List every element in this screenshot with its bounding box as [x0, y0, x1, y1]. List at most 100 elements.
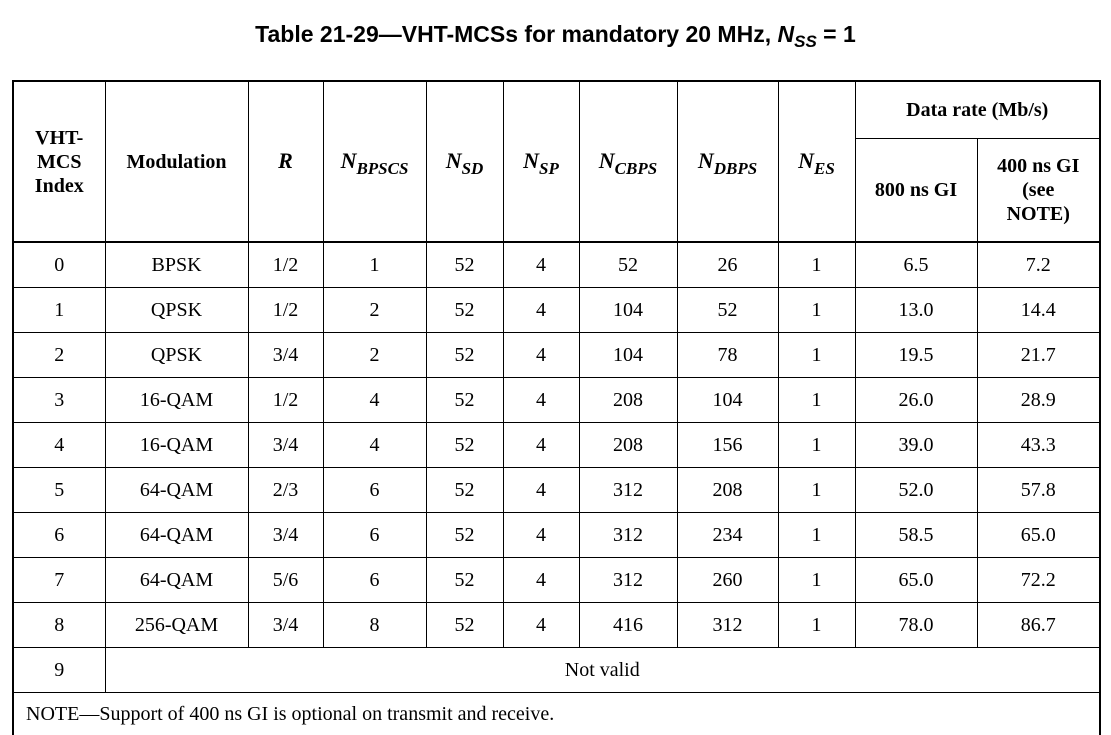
cell-gi800: 58.5 [855, 513, 977, 558]
cell-nsd: 52 [426, 513, 503, 558]
header-nbpscs-subscript: BPSCS [356, 159, 408, 178]
cell-gi400: 28.9 [977, 378, 1100, 423]
cell-modulation: QPSK [105, 333, 248, 378]
cell-index: 8 [13, 603, 105, 648]
cell-not-valid: Not valid [105, 648, 1100, 693]
cell-nsp: 4 [503, 378, 579, 423]
header-400ns-line1: 400 ns GI [978, 154, 1100, 178]
cell-ncbps: 104 [579, 288, 677, 333]
vht-mcs-table: VHT- MCS Index Modulation R NBPSCS NSD N… [12, 80, 1101, 735]
cell-rate: 1/2 [248, 242, 323, 288]
cell-nsd: 52 [426, 468, 503, 513]
cell-gi400: 72.2 [977, 558, 1100, 603]
cell-nes: 1 [778, 288, 855, 333]
cell-nsp: 4 [503, 513, 579, 558]
cell-nsp: 4 [503, 468, 579, 513]
cell-ndbps: 26 [677, 242, 778, 288]
cell-rate: 1/2 [248, 288, 323, 333]
cell-nes: 1 [778, 513, 855, 558]
cell-ndbps: 260 [677, 558, 778, 603]
cell-ncbps: 208 [579, 423, 677, 468]
cell-modulation: 16-QAM [105, 423, 248, 468]
cell-nes: 1 [778, 603, 855, 648]
cell-ndbps: 52 [677, 288, 778, 333]
cell-ndbps: 104 [677, 378, 778, 423]
header-nbpscs-symbol: N [341, 148, 357, 173]
cell-nsp: 4 [503, 242, 579, 288]
cell-ncbps: 104 [579, 333, 677, 378]
cell-gi400: 57.8 [977, 468, 1100, 513]
table-caption: Table 21-29—VHT-MCSs for mandatory 20 MH… [0, 18, 1111, 50]
cell-gi400: 43.3 [977, 423, 1100, 468]
header-nbpscs: NBPSCS [323, 81, 426, 242]
header-index-line2: MCS [14, 150, 105, 174]
cell-nes: 1 [778, 242, 855, 288]
cell-ncbps: 416 [579, 603, 677, 648]
header-ndbps: NDBPS [677, 81, 778, 242]
cell-ndbps: 78 [677, 333, 778, 378]
cell-nsp: 4 [503, 558, 579, 603]
caption-prefix: Table 21-29—VHT-MCSs for mandatory 20 MH… [255, 21, 777, 47]
cell-ncbps: 312 [579, 468, 677, 513]
table-row-invalid: 9 Not valid [13, 648, 1100, 693]
header-400ns-gi: 400 ns GI (see NOTE) [977, 139, 1100, 243]
cell-nes: 1 [778, 333, 855, 378]
cell-index: 9 [13, 648, 105, 693]
cell-nsd: 52 [426, 603, 503, 648]
header-nsp-subscript: SP [539, 159, 559, 178]
header-400ns-line3: NOTE) [978, 202, 1100, 226]
cell-index: 5 [13, 468, 105, 513]
cell-index: 6 [13, 513, 105, 558]
cell-gi800: 6.5 [855, 242, 977, 288]
cell-index: 3 [13, 378, 105, 423]
cell-rate: 3/4 [248, 513, 323, 558]
cell-modulation: BPSK [105, 242, 248, 288]
cell-nsd: 52 [426, 558, 503, 603]
cell-gi800: 19.5 [855, 333, 977, 378]
cell-index: 1 [13, 288, 105, 333]
header-data-rate: Data rate (Mb/s) [855, 81, 1100, 139]
header-rate: R [248, 81, 323, 242]
cell-ndbps: 234 [677, 513, 778, 558]
cell-nsp: 4 [503, 603, 579, 648]
cell-index: 0 [13, 242, 105, 288]
cell-nsd: 52 [426, 333, 503, 378]
cell-gi800: 52.0 [855, 468, 977, 513]
cell-nsd: 52 [426, 288, 503, 333]
cell-modulation: 16-QAM [105, 378, 248, 423]
header-nes-subscript: ES [814, 159, 835, 178]
cell-rate: 5/6 [248, 558, 323, 603]
header-ndbps-subscript: DBPS [714, 159, 757, 178]
header-nsd-subscript: SD [462, 159, 484, 178]
cell-modulation: 256-QAM [105, 603, 248, 648]
header-nsd-symbol: N [446, 148, 462, 173]
cell-gi800: 65.0 [855, 558, 977, 603]
cell-modulation: 64-QAM [105, 558, 248, 603]
header-ncbps-subscript: CBPS [615, 159, 658, 178]
header-ndbps-symbol: N [698, 148, 714, 173]
cell-nbpscs: 6 [323, 558, 426, 603]
cell-nes: 1 [778, 558, 855, 603]
cell-nes: 1 [778, 423, 855, 468]
header-400ns-line2: (see [978, 178, 1100, 202]
cell-gi400: 7.2 [977, 242, 1100, 288]
cell-rate: 2/3 [248, 468, 323, 513]
cell-gi800: 39.0 [855, 423, 977, 468]
header-modulation: Modulation [105, 81, 248, 242]
cell-gi400: 21.7 [977, 333, 1100, 378]
caption-symbol: N [777, 21, 794, 47]
cell-gi400: 65.0 [977, 513, 1100, 558]
cell-nsd: 52 [426, 242, 503, 288]
cell-index: 7 [13, 558, 105, 603]
cell-nbpscs: 6 [323, 468, 426, 513]
cell-modulation: 64-QAM [105, 468, 248, 513]
cell-ndbps: 312 [677, 603, 778, 648]
